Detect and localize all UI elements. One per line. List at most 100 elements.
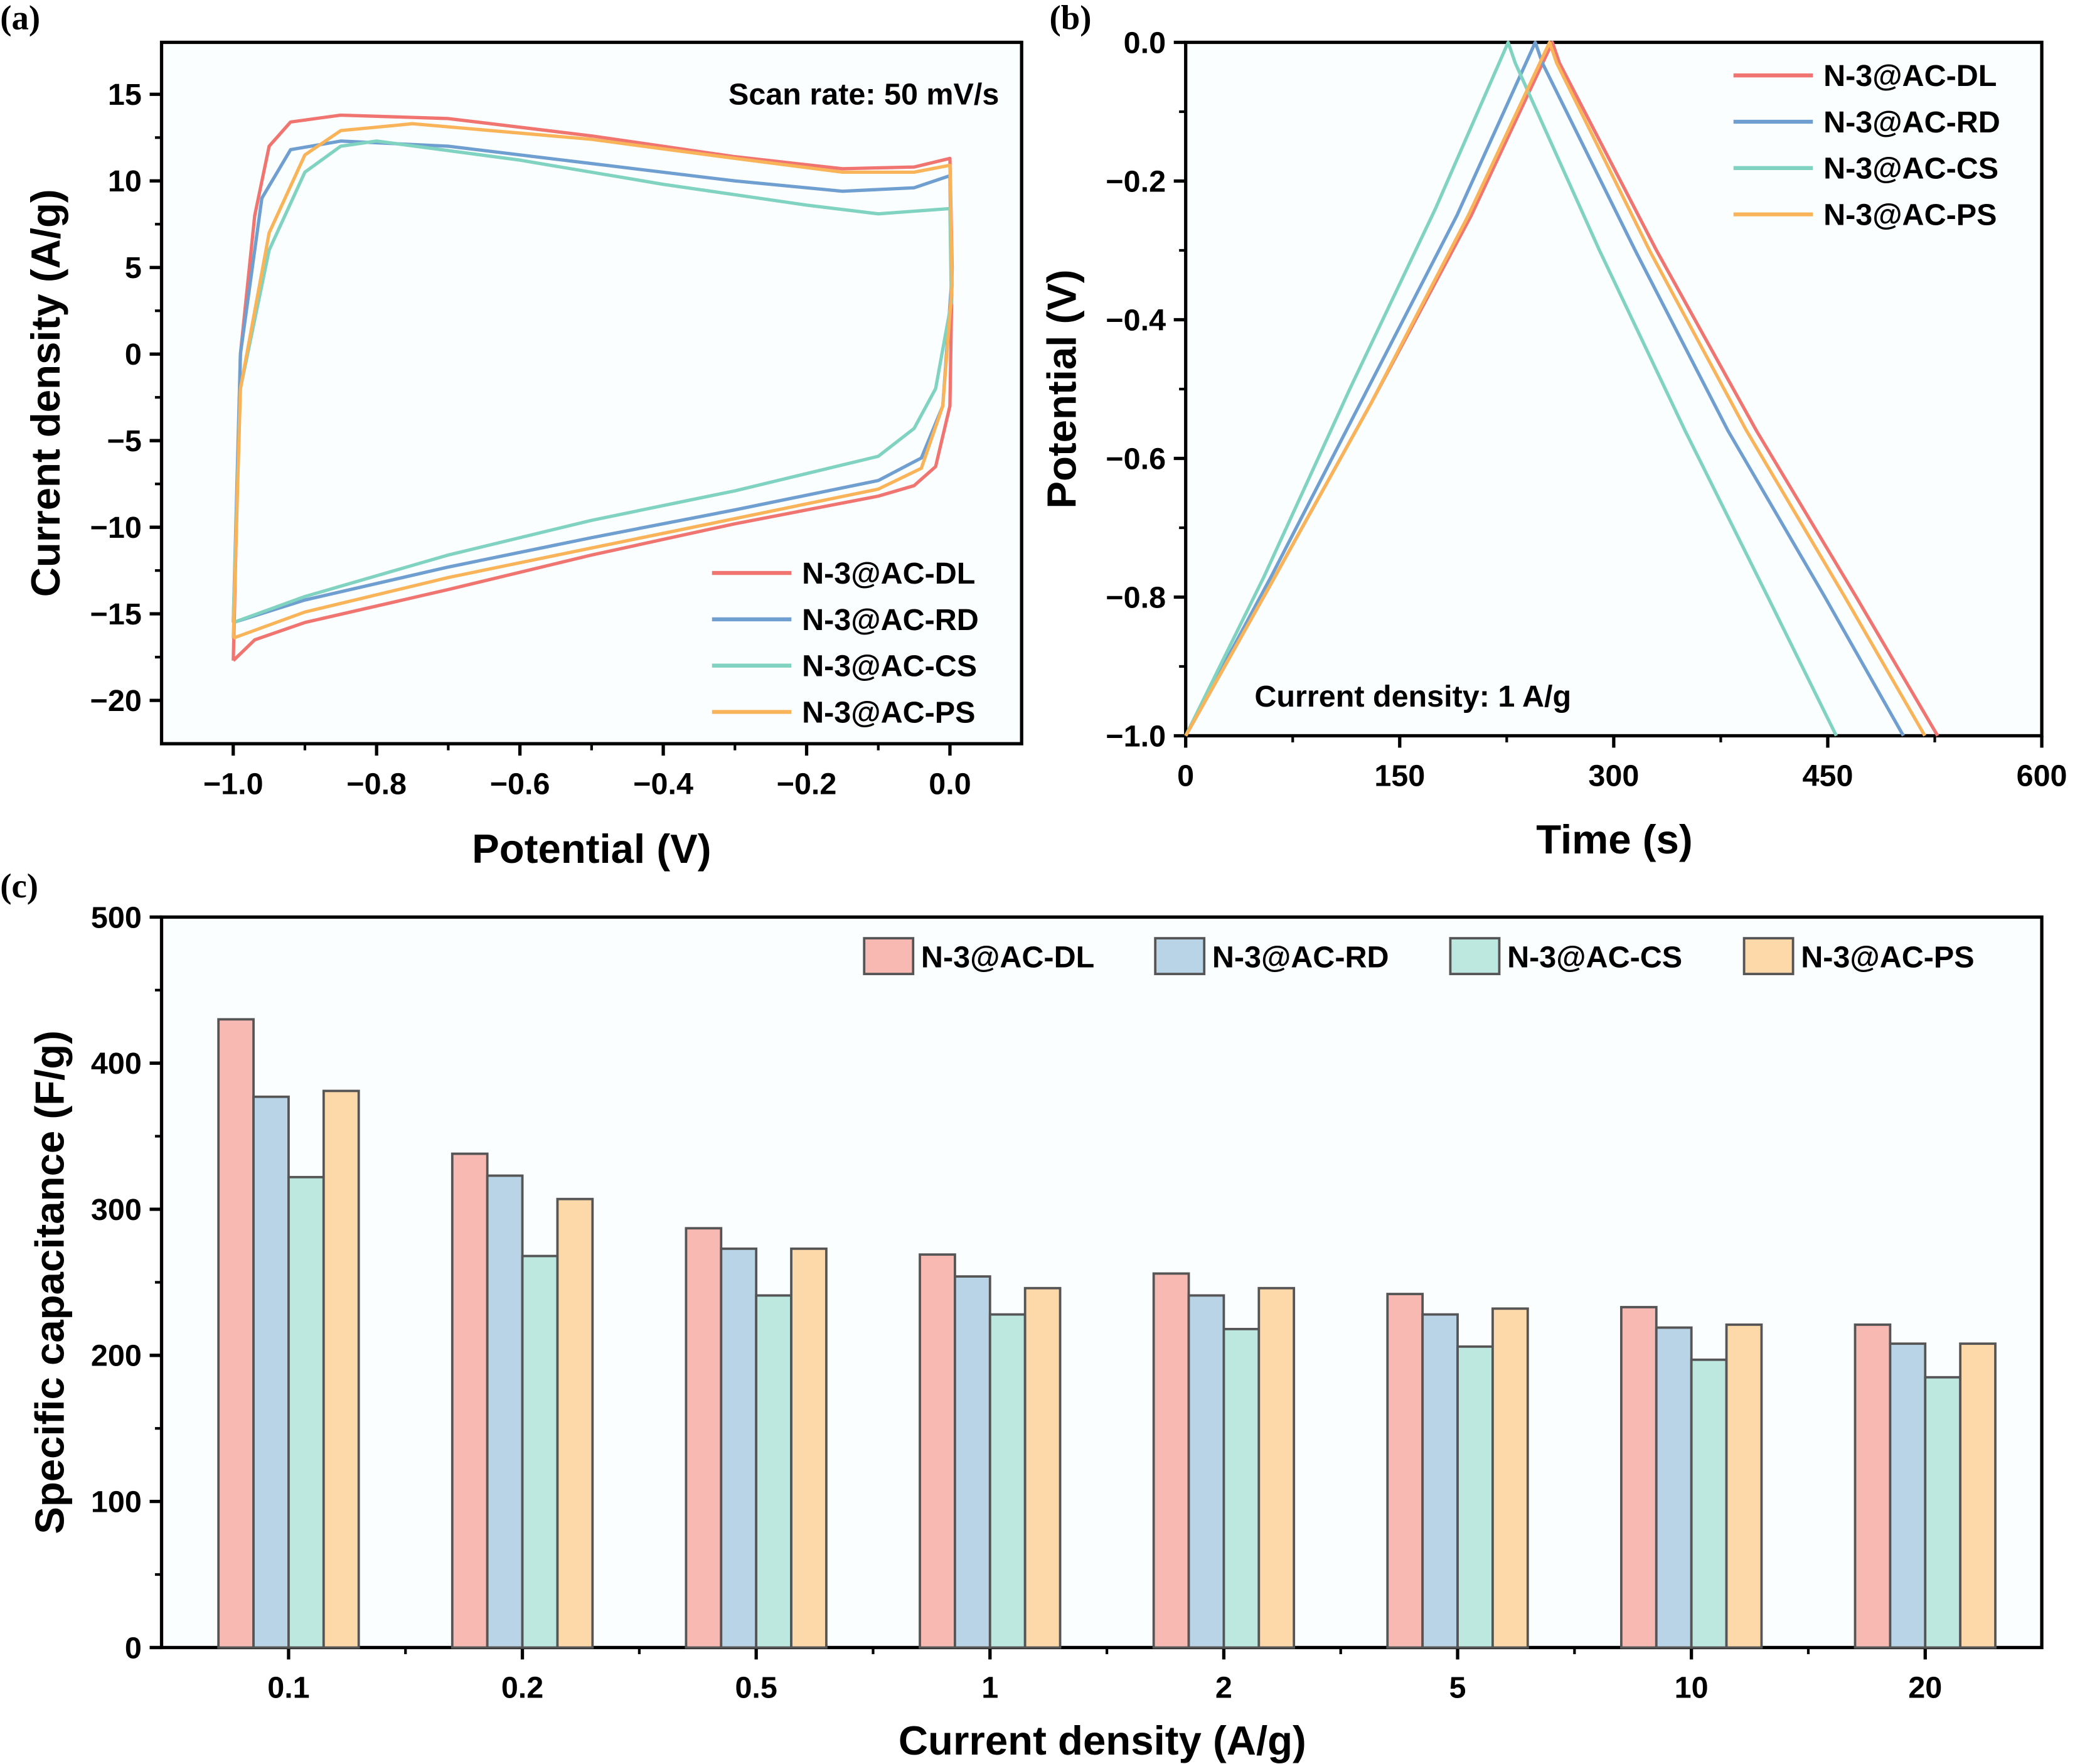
bar-legend-label: N-3@AC-DL: [921, 941, 1094, 975]
bar: [1655, 1326, 1693, 1649]
gcd-series-line: [1184, 40, 1926, 737]
panel-label-a: (a): [0, 0, 40, 36]
cv-legend-label: N-3@AC-RD: [802, 603, 979, 637]
gcd-y-tick-label: −1.0: [1106, 719, 1166, 753]
gcd-y-tick-label: −0.8: [1106, 580, 1166, 614]
cv-y-tick-label: −10: [90, 511, 142, 545]
bar: [1725, 1323, 1763, 1649]
bar: [287, 1175, 325, 1649]
cv-x-tick-label: −0.2: [777, 767, 837, 801]
bar: [1889, 1342, 1927, 1649]
gcd-legend-label: N-3@AC-PS: [1823, 198, 1997, 232]
cv-series-line: [232, 139, 953, 624]
gcd-y-tick-label: −0.6: [1106, 442, 1166, 476]
bar: [1491, 1307, 1529, 1649]
bar: [720, 1247, 758, 1649]
capacitance-bar-panel: 0 100 200 300 400 500 0.1 0.2 0.5 1 2 5 10 20 N-3@AC-D…: [91, 901, 2044, 1705]
bar: [954, 1275, 991, 1649]
cv-x-tick-label: −0.6: [490, 767, 550, 801]
gcd-x-tick-label: 600: [2017, 759, 2067, 793]
cv-legend-label: N-3@AC-PS: [802, 695, 975, 729]
bar-y-tick-label: 200: [91, 1339, 142, 1373]
gcd-series-line: [1184, 40, 1838, 737]
gcd-x-tick-label: 150: [1374, 759, 1425, 793]
bar: [1959, 1342, 1997, 1649]
gcd-y-tick-label: 0.0: [1124, 26, 1166, 60]
gcd-plot-frame: [1184, 40, 2044, 738]
bar-legend-swatch: [1449, 937, 1501, 975]
cv-series-line: [232, 139, 953, 624]
bar-y-tick-label: 300: [91, 1193, 142, 1227]
cv-plot-frame: [159, 40, 1023, 746]
gcd-x-tick-label: 450: [1803, 759, 1854, 793]
bar-legend-swatch: [1742, 937, 1795, 975]
cv-y-tick-label: 10: [108, 164, 142, 198]
bar-y-axis-label: Specific capacitance (F/g): [26, 1030, 72, 1534]
bar: [1619, 1306, 1658, 1649]
bar-x-tick-label: 2: [1215, 1671, 1232, 1705]
bar: [1421, 1313, 1459, 1649]
bar-x-tick-label: 20: [1908, 1671, 1942, 1705]
bar: [1456, 1345, 1494, 1649]
gcd-x-axis-label: Time (s): [1536, 816, 1692, 862]
gcd-annotation: Current density: 1 A/g: [1254, 680, 1571, 714]
bar: [1187, 1294, 1225, 1649]
cv-panel: −1.0 −0.8 −0.6 −0.4 −0.2 0.0 15 10 5 0 −5 −10 −15 −20…: [90, 40, 1023, 801]
cv-x-tick-label: −0.4: [633, 767, 693, 801]
bar-legend-label: N-3@AC-PS: [1801, 941, 1974, 975]
gcd-panel: 0 150 300 450 600 0.0 −0.2 −0.4 −0.6 −0.8 −1.0 N-3@…: [1106, 26, 2067, 793]
cv-y-tick-label: −20: [90, 684, 142, 718]
bar-x-axis-label: Current density (A/g): [899, 1718, 1306, 1763]
bar-legend-label: N-3@AC-RD: [1212, 941, 1389, 975]
cv-y-axis-label: Current density (A/g): [23, 189, 68, 597]
gcd-series-line: [1184, 40, 1905, 737]
cv-y-tick-label: −5: [107, 424, 142, 458]
cv-series-line: [232, 113, 954, 662]
gcd-y-tick-label: −0.2: [1106, 164, 1166, 198]
gcd-legend-label: N-3@AC-CS: [1823, 152, 1998, 186]
bar: [919, 1253, 956, 1649]
bar-x-tick-label: 0.5: [735, 1671, 777, 1705]
cv-x-tick-label: −0.8: [346, 767, 407, 801]
bar-x-tick-label: 10: [1675, 1671, 1709, 1705]
bar: [322, 1089, 360, 1649]
bar-legend-swatch: [1154, 937, 1206, 975]
bar: [685, 1227, 723, 1649]
bar-y-tick-label: 400: [91, 1047, 142, 1081]
bar: [451, 1152, 489, 1649]
bar: [486, 1174, 524, 1649]
cv-y-tick-label: 5: [125, 251, 142, 285]
cv-annotation: Scan rate: 50 mV/s: [728, 78, 999, 112]
bar-x-tick-label: 0.1: [267, 1671, 309, 1705]
bar: [1222, 1328, 1261, 1649]
bar-legend-label: N-3@AC-CS: [1507, 941, 1682, 975]
bar: [1152, 1272, 1190, 1649]
bar: [988, 1313, 1027, 1649]
gcd-legend-label: N-3@AC-DL: [1823, 59, 1997, 93]
gcd-x-tick-label: 300: [1588, 759, 1639, 793]
bar-x-tick-label: 5: [1449, 1671, 1466, 1705]
cv-x-axis-label: Potential (V): [472, 826, 711, 872]
gcd-y-axis-label: Potential (V): [1039, 269, 1085, 508]
bar: [556, 1197, 594, 1649]
bar-legend-swatch: [863, 937, 915, 975]
bar: [1023, 1286, 1062, 1649]
cv-y-tick-label: 0: [125, 338, 142, 372]
bar-x-tick-label: 1: [981, 1671, 998, 1705]
bar: [217, 1018, 255, 1649]
cv-legend-label: N-3@AC-CS: [802, 649, 977, 683]
bar: [790, 1247, 828, 1649]
panel-label-b: (b): [1049, 0, 1091, 36]
bar-x-tick-label: 0.2: [501, 1671, 543, 1705]
bar: [1854, 1323, 1892, 1649]
gcd-y-tick-label: −0.4: [1106, 303, 1166, 337]
bar-y-tick-label: 500: [91, 901, 142, 934]
gcd-legend-label: N-3@AC-RD: [1823, 105, 2000, 139]
gcd-x-tick-label: 0: [1177, 759, 1194, 793]
cv-y-tick-label: 15: [108, 78, 142, 112]
cv-x-tick-label: 0.0: [929, 767, 971, 801]
cv-series-line: [232, 122, 954, 640]
cv-legend-label: N-3@AC-DL: [802, 557, 975, 591]
bar-y-tick-label: 100: [91, 1485, 142, 1519]
